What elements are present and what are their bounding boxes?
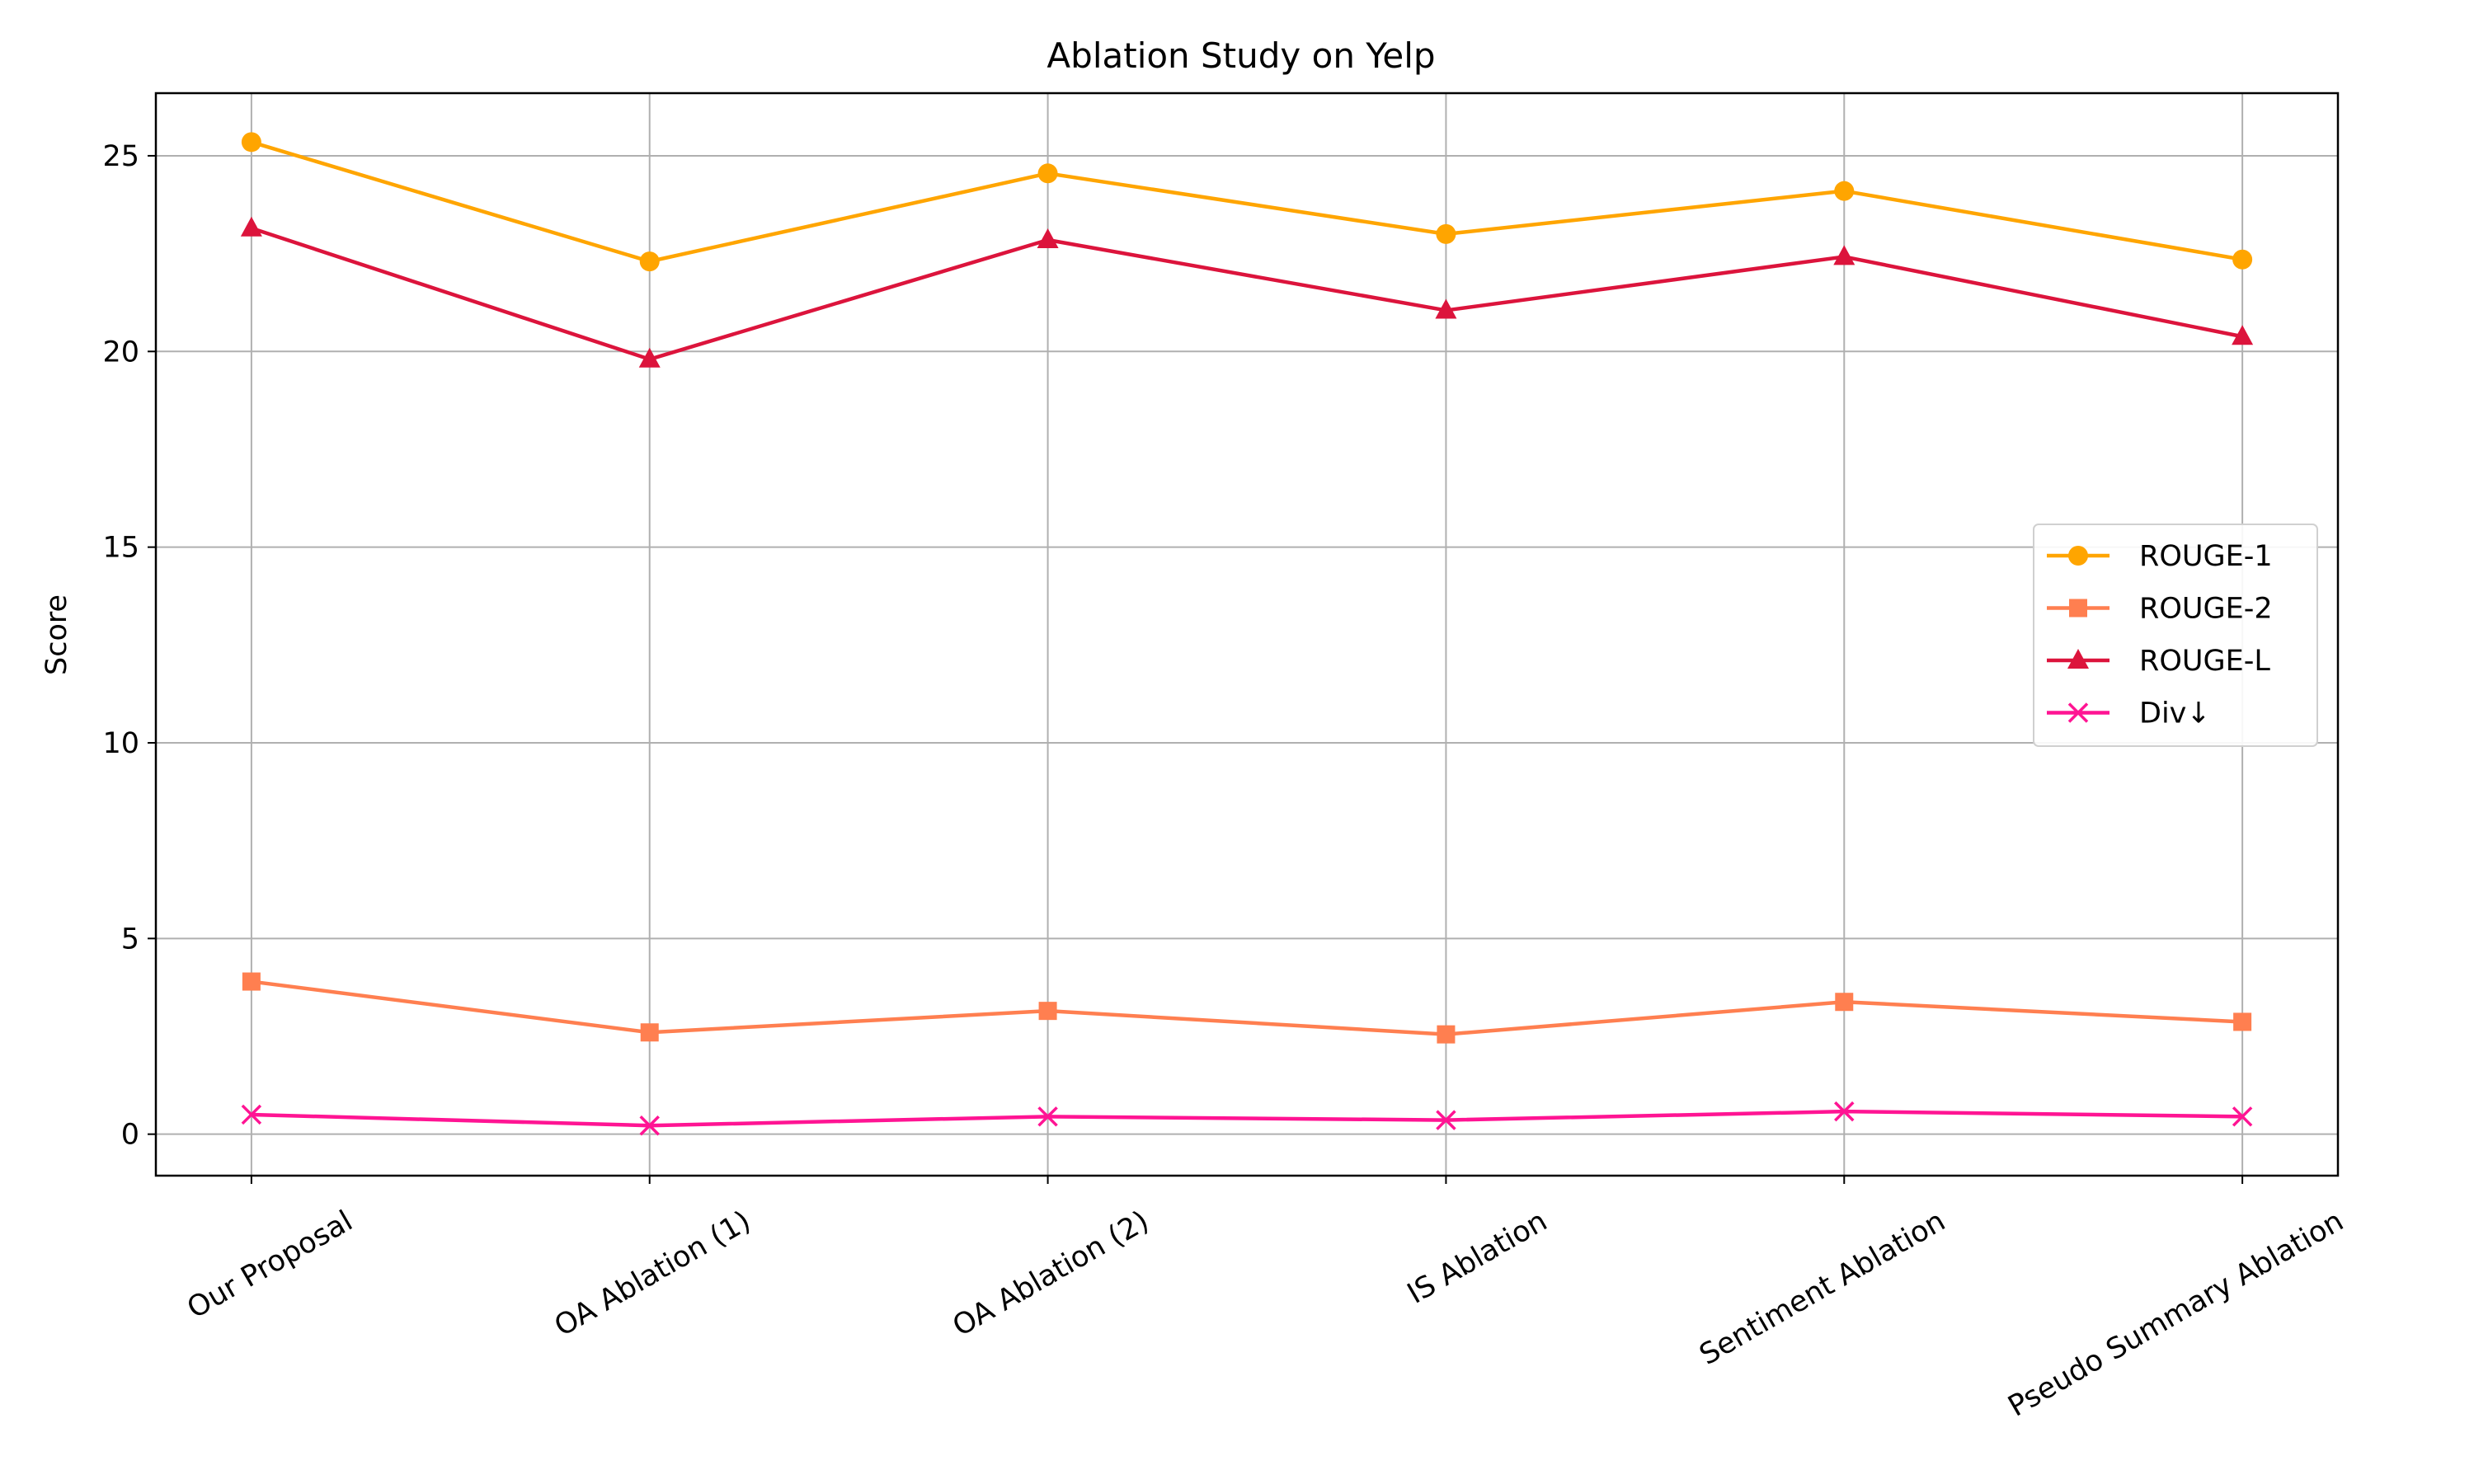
y-tick-label: 0 (121, 1119, 139, 1152)
legend-label: ROUGE-2 (2139, 593, 2273, 626)
series-line (251, 979, 2243, 1036)
series-div (241, 1101, 2253, 1136)
data-point (639, 251, 660, 272)
data-point (1037, 1106, 1058, 1127)
legend-marker (2068, 546, 2088, 566)
data-point (1834, 181, 1855, 201)
data-point (2232, 325, 2254, 345)
data-point (241, 1104, 262, 1125)
y-tick-label: 20 (102, 336, 139, 369)
series-rouge-1 (241, 132, 2253, 272)
data-point (241, 132, 261, 153)
data-point (1833, 245, 1856, 265)
data-point (1435, 298, 1457, 319)
series-line (251, 1109, 2243, 1128)
legend: ROUGE-1 ROUGE-2 ROUGE-L Div↓ (2033, 524, 2318, 747)
data-point (639, 1115, 660, 1136)
series-rouge-l (240, 216, 2254, 368)
data-point (242, 972, 261, 991)
series-line (251, 140, 2243, 264)
data-point (2232, 1106, 2253, 1127)
legend-entry: ROUGE-2 (2047, 593, 2273, 626)
series-layer (240, 132, 2254, 1136)
data-point (1436, 223, 1456, 244)
legend-label: ROUGE-1 (2139, 540, 2273, 573)
data-point (1038, 1002, 1057, 1021)
data-point (1835, 993, 1854, 1012)
legend-marker (2067, 702, 2089, 723)
data-point (1037, 228, 1059, 249)
y-axis: 0 5 10 15 20 25 (102, 140, 156, 1152)
plot-frame (154, 92, 2340, 1177)
data-point (1436, 1110, 1456, 1130)
data-point (2232, 249, 2253, 270)
y-tick-label: 10 (102, 727, 139, 760)
legend-label: Div↓ (2139, 697, 2211, 730)
y-tick-label: 25 (102, 140, 139, 173)
data-point (638, 347, 661, 368)
legend-entry: ROUGE-1 (2047, 540, 2273, 573)
chart-title: Ablation Study on Yelp (1047, 35, 1435, 76)
data-point (240, 216, 262, 237)
data-point (1834, 1101, 1855, 1122)
legend-label: ROUGE-L (2139, 645, 2270, 678)
data-point (1037, 163, 1058, 184)
legend-entry: Div↓ (2047, 697, 2211, 730)
legend-entry: ROUGE-L (2047, 645, 2270, 678)
series-rouge-2 (242, 972, 2252, 1044)
y-tick-label: 15 (102, 532, 139, 565)
data-point (1437, 1025, 1456, 1044)
series-line (251, 226, 2243, 362)
legend-box (2033, 524, 2318, 747)
data-point (2233, 1012, 2252, 1031)
legend-marker (2067, 649, 2089, 669)
data-point (640, 1023, 659, 1042)
y-tick-label: 5 (121, 923, 139, 956)
legend-marker (2069, 599, 2087, 618)
y-axis-title: Score (40, 594, 73, 675)
